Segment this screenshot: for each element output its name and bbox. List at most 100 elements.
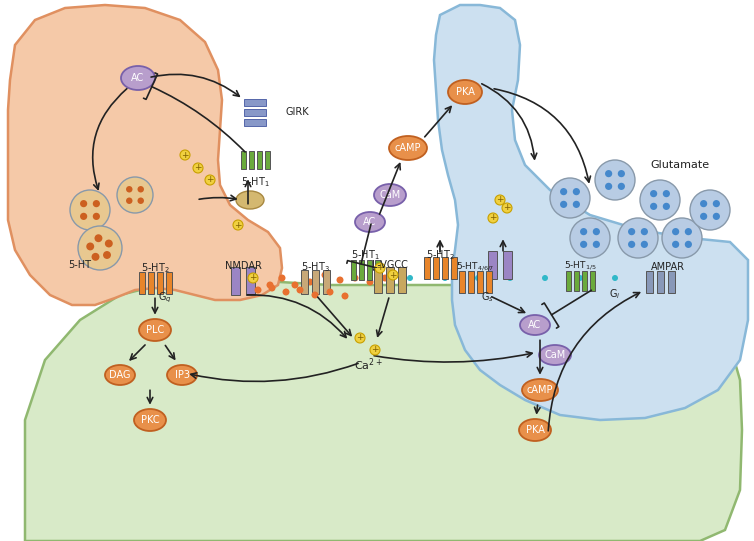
Circle shape xyxy=(355,333,365,343)
Text: GIRK: GIRK xyxy=(285,107,308,117)
Text: G$_q$: G$_q$ xyxy=(158,291,172,305)
Circle shape xyxy=(663,190,670,197)
Text: +: + xyxy=(195,163,202,173)
Text: CaM: CaM xyxy=(544,350,566,360)
Ellipse shape xyxy=(520,315,550,335)
Circle shape xyxy=(137,197,144,204)
Circle shape xyxy=(650,190,657,197)
Text: 5-HT: 5-HT xyxy=(68,260,91,270)
Circle shape xyxy=(193,163,203,173)
Text: 5-HT$_3$: 5-HT$_3$ xyxy=(301,260,329,274)
Text: Glutamate: Glutamate xyxy=(651,160,710,170)
Circle shape xyxy=(618,183,625,190)
Bar xyxy=(246,267,255,295)
Circle shape xyxy=(366,279,373,286)
Bar xyxy=(657,271,664,293)
Circle shape xyxy=(388,270,398,280)
Text: +: + xyxy=(250,274,257,282)
Bar xyxy=(241,151,246,169)
Circle shape xyxy=(94,234,103,242)
Circle shape xyxy=(580,228,587,235)
Circle shape xyxy=(306,279,314,286)
Ellipse shape xyxy=(105,365,135,385)
Bar xyxy=(450,257,456,279)
Bar xyxy=(374,267,382,293)
Bar xyxy=(244,118,266,126)
Text: cAMP: cAMP xyxy=(395,143,421,153)
Circle shape xyxy=(685,228,692,235)
Circle shape xyxy=(80,213,87,220)
Bar xyxy=(433,257,439,279)
Ellipse shape xyxy=(374,184,406,206)
Circle shape xyxy=(640,180,680,220)
Text: +: + xyxy=(181,150,188,160)
Polygon shape xyxy=(25,282,742,541)
Bar xyxy=(488,251,497,279)
Circle shape xyxy=(255,287,262,294)
Circle shape xyxy=(442,275,448,281)
Circle shape xyxy=(595,160,635,200)
Text: 5-HT$_{4/6/7}$: 5-HT$_{4/6/7}$ xyxy=(456,261,494,273)
Circle shape xyxy=(321,272,329,279)
Polygon shape xyxy=(434,5,748,420)
Circle shape xyxy=(78,226,122,270)
Circle shape xyxy=(573,188,580,195)
Bar xyxy=(566,271,571,291)
Circle shape xyxy=(326,288,333,295)
Circle shape xyxy=(292,281,299,288)
Circle shape xyxy=(126,197,133,204)
Text: +: + xyxy=(503,203,510,213)
Circle shape xyxy=(93,200,100,207)
Bar xyxy=(424,257,430,279)
Text: PKA: PKA xyxy=(455,87,474,97)
Circle shape xyxy=(570,218,610,258)
Circle shape xyxy=(690,190,730,230)
Circle shape xyxy=(248,273,258,283)
Bar xyxy=(244,109,266,115)
Circle shape xyxy=(475,275,481,281)
Bar xyxy=(256,151,262,169)
Ellipse shape xyxy=(167,365,197,385)
Bar xyxy=(351,260,355,280)
Circle shape xyxy=(370,345,380,355)
Text: 5-HT$_1$: 5-HT$_1$ xyxy=(241,175,269,189)
Bar xyxy=(265,151,269,169)
Text: AC: AC xyxy=(131,73,145,83)
Bar xyxy=(503,251,512,279)
Text: 5-HT$_2$: 5-HT$_2$ xyxy=(141,261,170,275)
Text: cAMP: cAMP xyxy=(527,385,553,395)
Circle shape xyxy=(618,218,658,258)
Circle shape xyxy=(103,251,111,259)
Circle shape xyxy=(268,285,275,292)
Circle shape xyxy=(560,201,567,208)
Bar xyxy=(581,271,587,291)
Ellipse shape xyxy=(522,379,558,401)
Ellipse shape xyxy=(389,136,427,160)
Text: G$_s$: G$_s$ xyxy=(482,290,495,304)
Circle shape xyxy=(375,263,385,273)
Circle shape xyxy=(105,240,113,247)
Circle shape xyxy=(91,253,100,261)
Ellipse shape xyxy=(519,419,551,441)
Circle shape xyxy=(605,170,612,177)
Circle shape xyxy=(573,201,580,208)
Bar xyxy=(486,271,492,293)
Bar xyxy=(157,272,163,294)
Bar xyxy=(244,98,266,105)
Circle shape xyxy=(502,203,512,213)
Circle shape xyxy=(612,275,618,281)
Circle shape xyxy=(336,276,344,283)
Circle shape xyxy=(641,241,648,248)
Ellipse shape xyxy=(539,345,571,365)
Circle shape xyxy=(80,200,87,207)
Ellipse shape xyxy=(121,66,155,90)
Text: 5-HT$_{1/5}$: 5-HT$_{1/5}$ xyxy=(563,260,596,273)
Ellipse shape xyxy=(139,319,171,341)
Bar xyxy=(398,267,406,293)
Circle shape xyxy=(542,275,548,281)
Bar xyxy=(467,271,474,293)
Circle shape xyxy=(495,195,505,205)
Circle shape xyxy=(647,275,653,281)
Text: PKA: PKA xyxy=(526,425,544,435)
Bar xyxy=(442,257,448,279)
